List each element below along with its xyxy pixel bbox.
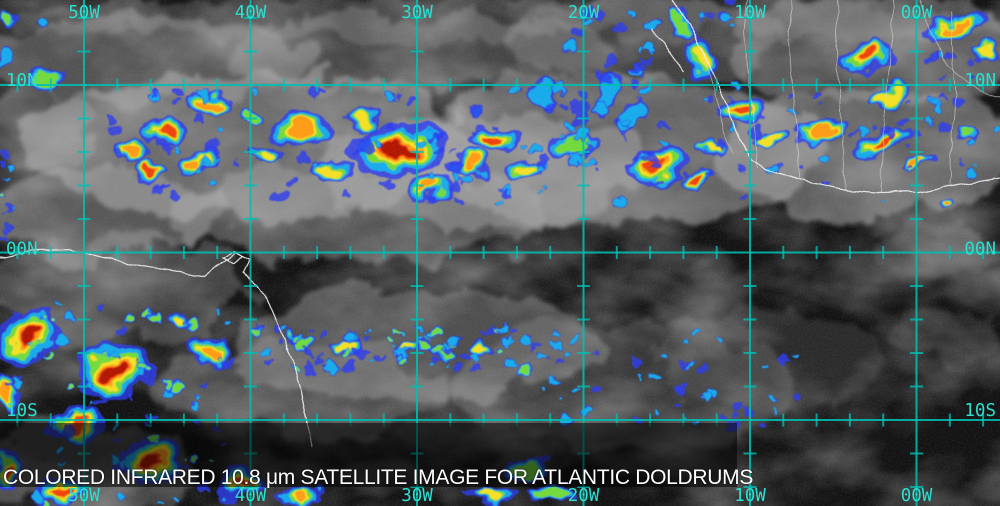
lon-label-bottom-40w: 40W (235, 486, 267, 506)
lat-label-right-10n: 10N (964, 71, 996, 91)
lon-label-top-20w: 20W (568, 3, 600, 23)
lat-label-left-10s: 10S (6, 401, 38, 421)
lat-label-left-10n: 10N (6, 71, 38, 91)
lon-label-bottom-10w: 10W (734, 486, 766, 506)
lon-label-bottom-00w: 00W (901, 486, 933, 506)
lon-label-bottom-50w: 50W (68, 486, 100, 506)
lat-label-left-00n: 00N (6, 240, 38, 260)
lat-label-right-00n: 00N (964, 240, 996, 260)
lon-label-bottom-20w: 20W (568, 486, 600, 506)
lon-label-bottom-30w: 30W (401, 486, 433, 506)
coastline-layer (0, 0, 1000, 449)
lon-label-top-40w: 40W (235, 3, 267, 23)
coordinate-labels: 50W 50W 40W 40W 30W 30W 20W 20W 10W 10W 00W 00W 10N 1… (6, 3, 996, 506)
lon-label-top-30w: 30W (401, 3, 433, 23)
lon-label-top-00w: 00W (901, 3, 933, 23)
lat-label-right-10s: 10S (964, 401, 996, 421)
info-overlay: COLORED INFRARED 10.8 μm SATELLITE IMAGE… (0, 423, 754, 489)
lon-label-top-10w: 10W (734, 3, 766, 23)
lon-label-top-50w: 50W (68, 3, 100, 23)
overlay-title: COLORED INFRARED 10.8 μm SATELLITE IMAGE… (3, 465, 754, 489)
